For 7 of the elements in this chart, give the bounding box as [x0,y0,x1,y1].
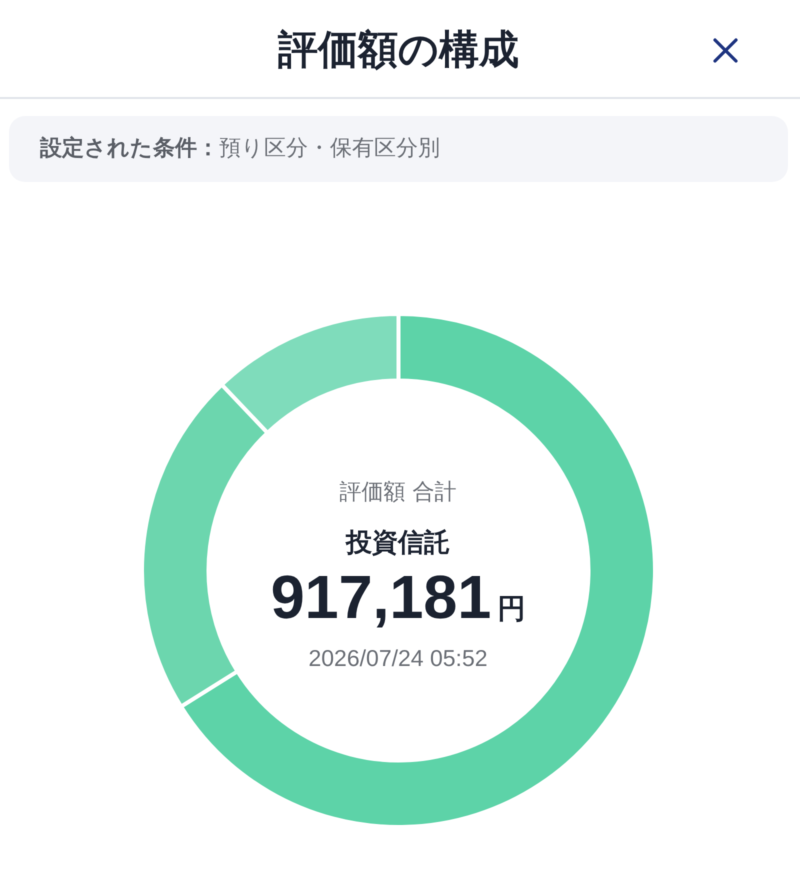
subtitle: 設定された条件：預り区分・保有区分別 [40,134,440,163]
annotation: 917,181 [270,562,492,632]
annotation: 2026/07/24 05:52 [307,644,489,673]
annotation: 評価額 合計 [338,479,458,507]
annotation: 円 [497,591,526,627]
annotation: 投資信託 [344,527,451,560]
title: 評価額の構成 [276,26,520,75]
